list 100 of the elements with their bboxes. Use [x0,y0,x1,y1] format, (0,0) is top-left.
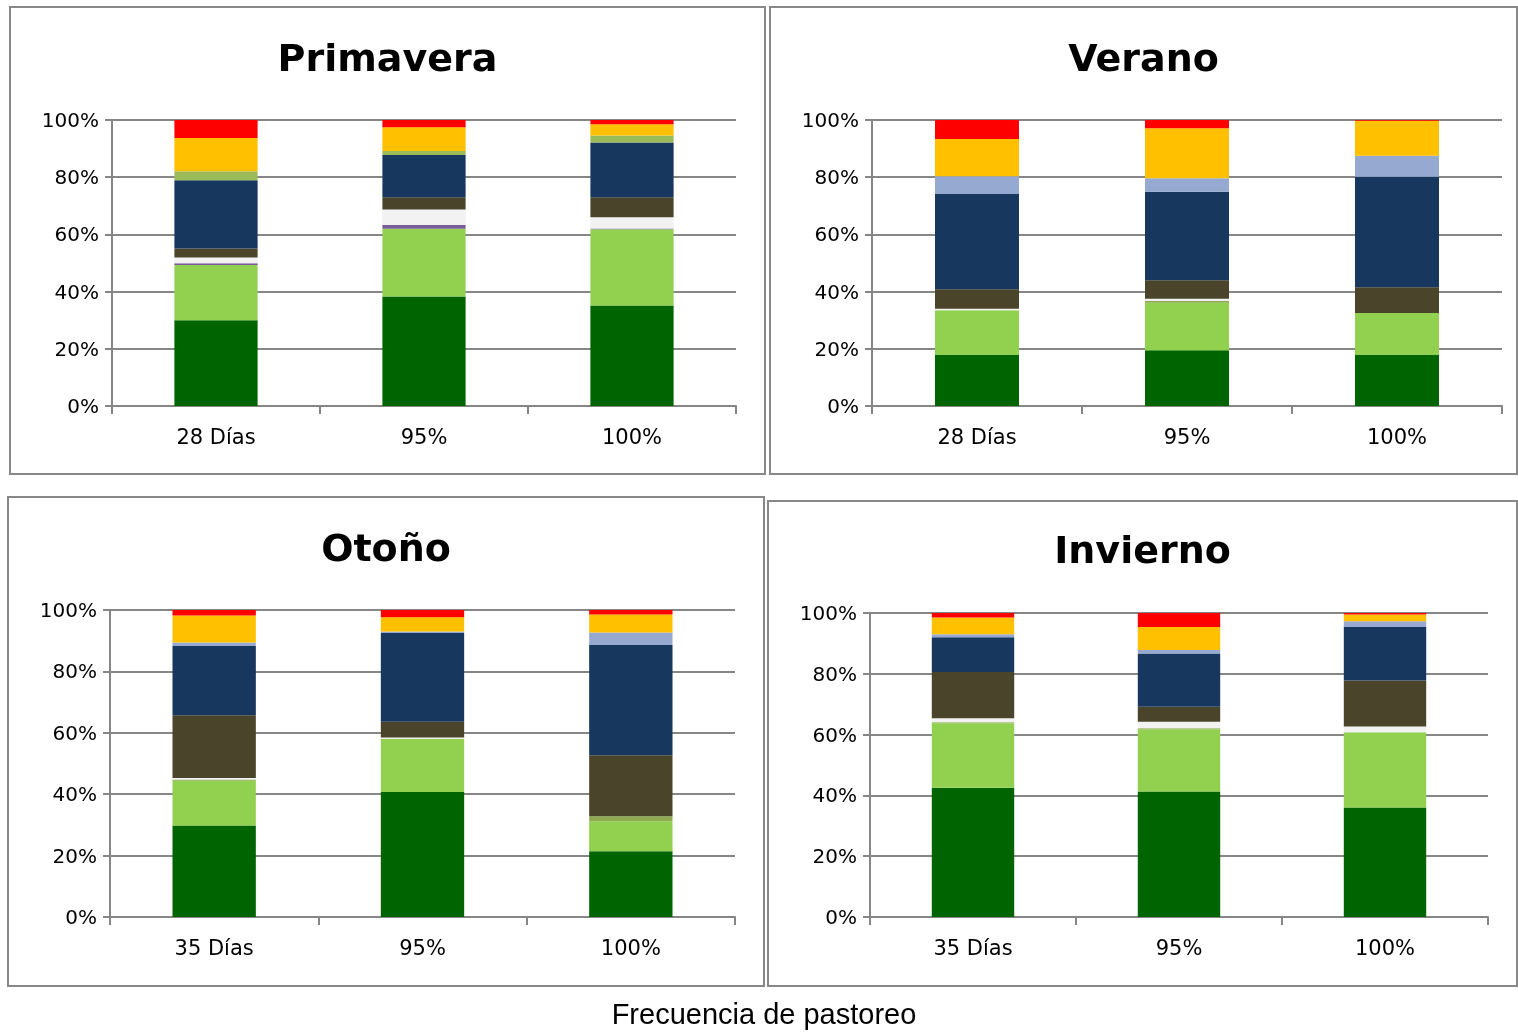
x-tick-label: 95% [399,935,446,960]
x-tick-label: 28 Días [176,424,256,449]
bar [172,715,256,778]
bar [935,194,1019,290]
y-tick-label: 60% [54,222,99,247]
x-tick-label: 95% [1163,424,1211,449]
bar [1137,729,1221,792]
y-tick-label: 40% [812,783,857,808]
y-tick-label: 40% [814,279,859,304]
bar [931,634,1015,638]
bar [382,127,466,151]
y-tick-label: 0% [825,905,857,929]
x-tick-label: 35 Días [174,935,254,960]
bar [382,224,466,229]
bar [589,614,673,633]
bar [1343,621,1427,627]
chart-title: Primavera [277,36,498,80]
x-tick-label: 100% [1354,935,1416,960]
y-tick-label: 80% [54,165,99,190]
y-tick-label: 100% [39,598,97,622]
bar [1355,176,1439,288]
text: Frecuencia de pastoreo [610,998,918,1031]
bar [174,138,258,172]
bar [174,171,258,181]
bar [1343,680,1427,727]
bar [382,209,466,225]
bar [1137,613,1221,627]
bar [931,617,1015,635]
x-tick-label: 100% [600,935,661,960]
y-tick-label: 0% [827,394,859,418]
bar [382,197,466,210]
bar [590,124,674,136]
bar [590,217,674,229]
bar [1355,355,1439,406]
bar [1355,287,1439,314]
bar [589,851,673,917]
bar [935,138,1019,177]
bar [174,265,258,321]
bar [1355,313,1439,356]
bar [174,248,258,258]
bar [380,721,465,738]
x-tick-label: 95% [400,424,448,449]
bar [1145,178,1229,192]
bar [931,637,1015,672]
y-tick-label: 20% [814,336,859,361]
x-tick-label: 35 Días [933,935,1013,960]
bar [935,176,1019,195]
bar [1145,191,1229,281]
bar [1355,120,1439,156]
bar [382,120,466,128]
bar [931,723,1015,788]
bar [935,289,1019,309]
bar [1343,732,1427,808]
bar [1145,350,1229,406]
bar [1137,721,1221,729]
bar [1137,626,1221,651]
bar [589,816,673,822]
bar [935,310,1019,356]
bar [931,613,1015,618]
y-tick-label: 60% [814,222,859,247]
bar [172,615,256,643]
bar [1137,791,1221,917]
x-tick-label: 95% [1155,935,1203,960]
x-tick-label: 100% [1366,424,1428,449]
bar [380,617,465,632]
y-tick-label: 40% [52,782,97,807]
bar [380,633,465,722]
bar [380,610,465,618]
bar [590,120,674,125]
bar [1137,653,1221,707]
bar [172,780,256,826]
bar [172,825,256,917]
y-tick-label: 60% [812,722,857,747]
bar [589,610,673,615]
bar [1145,302,1229,351]
y-tick-label: 40% [54,279,99,304]
bar [931,787,1015,917]
bar [382,150,466,155]
bar [931,671,1015,719]
bar [590,135,674,143]
chart-title: Invierno [1054,528,1231,572]
bar [1343,626,1427,681]
bar [174,180,258,249]
bar [380,792,465,917]
bar [931,718,1015,723]
bar [1145,280,1229,299]
bar [172,610,256,616]
bar [382,296,466,406]
bar [590,305,674,406]
bar [590,197,674,218]
y-tick-label: 0% [65,905,97,929]
bar [589,755,673,817]
bar [1343,807,1427,917]
y-tick-label: 100% [799,601,857,625]
bar [174,320,258,406]
bar [589,632,673,645]
y-tick-label: 20% [812,844,857,869]
bar [589,821,673,852]
y-tick-label: 20% [52,843,97,868]
bar [1145,128,1229,179]
